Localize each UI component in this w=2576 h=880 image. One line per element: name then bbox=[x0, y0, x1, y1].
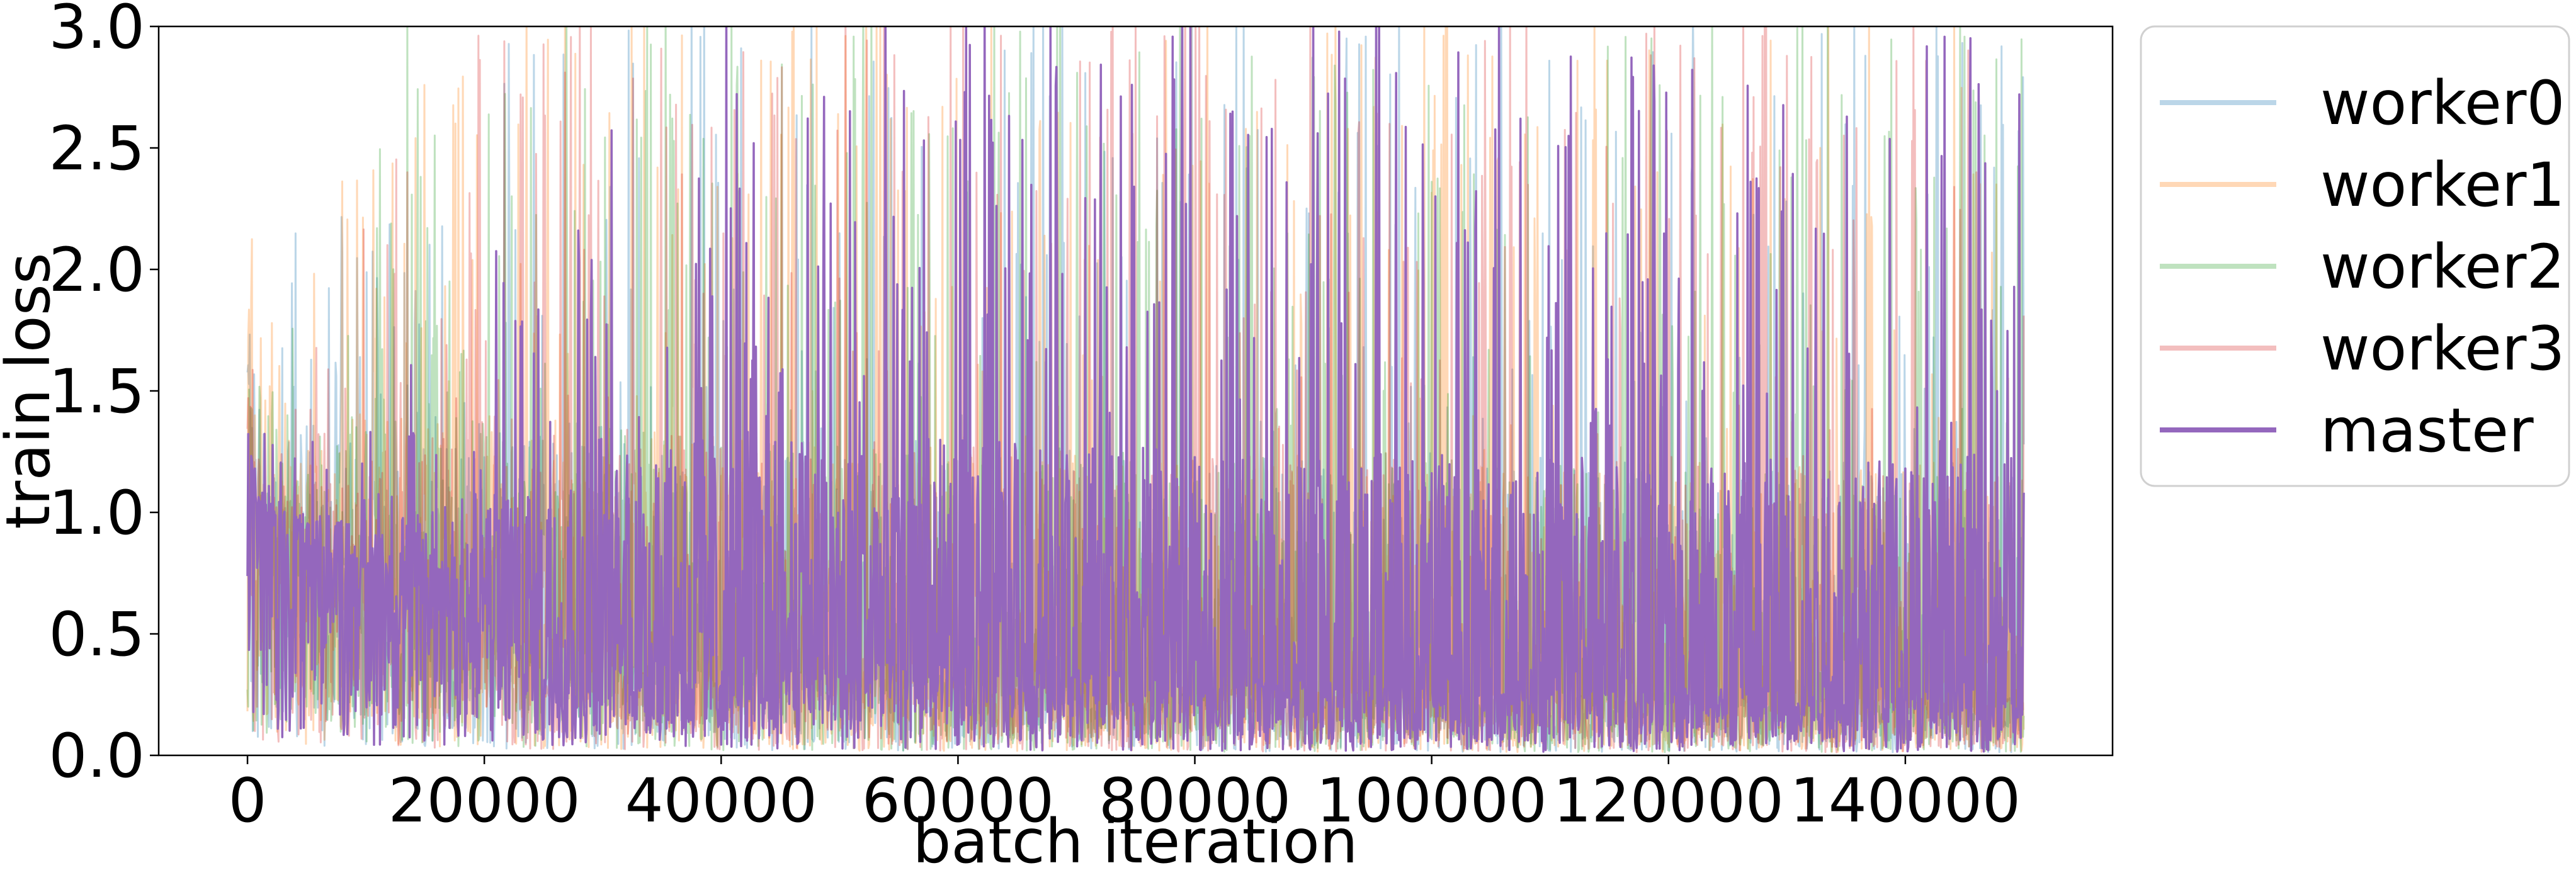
x-axis-label: batch iteration bbox=[912, 806, 1358, 877]
x-tick-label: 20000 bbox=[388, 765, 580, 836]
legend-label-master: master bbox=[2320, 395, 2534, 466]
y-tick-label: 1.0 bbox=[48, 478, 145, 548]
y-tick-label: 3.0 bbox=[48, 0, 145, 62]
y-tick-label: 2.0 bbox=[48, 235, 145, 305]
y-tick-label: 0.5 bbox=[48, 599, 145, 670]
x-tick-label: 60000 bbox=[862, 765, 1054, 836]
legend-label-worker1: worker1 bbox=[2320, 150, 2565, 220]
y-axis-label: train loss bbox=[0, 252, 64, 529]
legend: worker0 worker1 worker2 worker3 master bbox=[2140, 25, 2570, 487]
series-line-master bbox=[246, 26, 2025, 753]
legend-label-worker0: worker0 bbox=[2320, 68, 2565, 138]
x-tick-label: 120000 bbox=[1553, 765, 1784, 836]
x-tick-label: 0 bbox=[229, 765, 267, 836]
series-line-worker3 bbox=[246, 26, 2025, 753]
x-tick-label: 80000 bbox=[1099, 765, 1291, 836]
legend-frame bbox=[2140, 25, 2570, 487]
legend-label-worker3: worker3 bbox=[2320, 313, 2565, 384]
y-tick-label: 1.5 bbox=[48, 356, 145, 427]
y-tick-label: 0.0 bbox=[48, 721, 145, 791]
series-layer bbox=[246, 26, 2025, 753]
y-axis: 0.0 0.5 1.0 1.5 2.0 2.5 3.0 bbox=[48, 0, 159, 791]
y-tick-label: 2.5 bbox=[48, 113, 145, 184]
x-axis: 0 20000 40000 60000 80000 100000 120000 140000 bbox=[229, 755, 2021, 836]
x-tick-label: 140000 bbox=[1790, 765, 2021, 836]
x-tick-label: 100000 bbox=[1316, 765, 1546, 836]
legend-label-worker2: worker2 bbox=[2320, 232, 2565, 302]
x-tick-label: 40000 bbox=[625, 765, 817, 836]
